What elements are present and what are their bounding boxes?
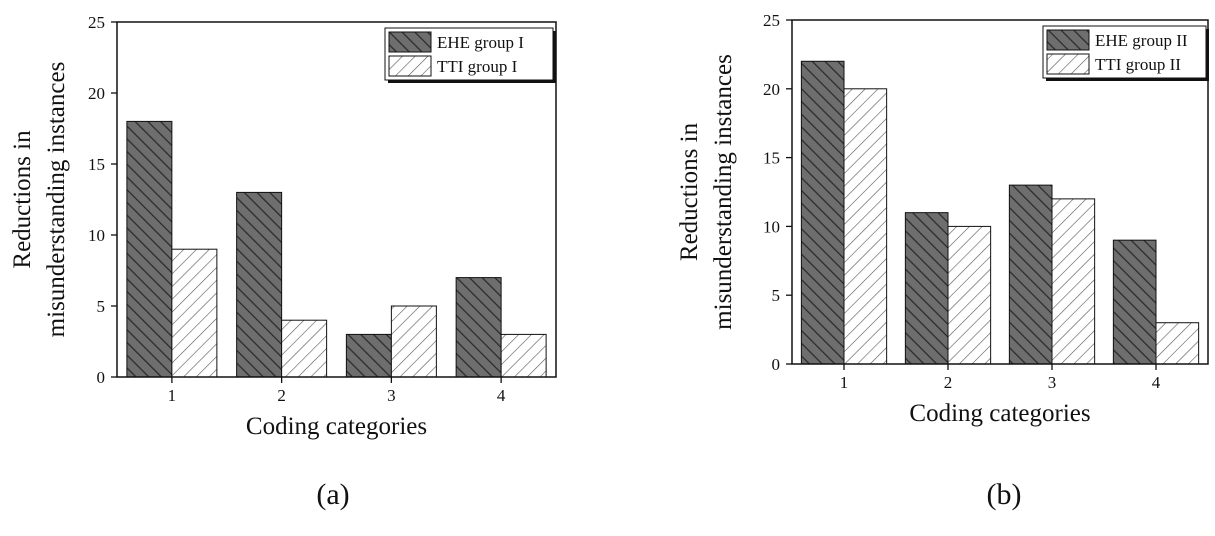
y-tick-label: 10 — [88, 226, 105, 245]
x-tick-label: 3 — [387, 386, 396, 405]
y-tick-label: 20 — [88, 84, 105, 103]
x-tick-label: 3 — [1048, 373, 1057, 392]
legend-label-tti: TTI group II — [1095, 55, 1181, 74]
x-tick-label: 1 — [840, 373, 849, 392]
bar-tti-2 — [947, 225, 992, 365]
x-tick-label: 2 — [944, 373, 953, 392]
bar-tti-1 — [843, 88, 888, 365]
bar-ehe-1 — [126, 120, 173, 378]
y-tick-label: 0 — [97, 368, 106, 387]
bar-ehe-3 — [345, 333, 392, 378]
bar-ehe-4 — [455, 277, 502, 378]
y-tick-label: 5 — [97, 297, 106, 316]
x-tick-label: 1 — [168, 386, 177, 405]
bar-tti-1 — [171, 248, 218, 378]
legend-label-ehe: EHE group I — [437, 33, 524, 52]
bar-tti-3 — [390, 305, 437, 378]
panel-b-caption: (b) — [986, 478, 1022, 511]
bar-tti-4 — [500, 333, 547, 378]
legend-label-tti: TTI group I — [437, 57, 518, 76]
chart-panel-b: 0 5 10 15 20 25 1 2 3 4 Coding categories Reduction… — [610, 0, 1210, 536]
chart-a-svg: 0 5 10 15 20 25 1 2 3 4 Coding categories Reduction… — [9, 13, 557, 440]
legend-label-ehe: EHE group II — [1095, 31, 1188, 50]
y-axis-title-line1: Reductions in — [9, 130, 36, 269]
legend-swatch-tti — [388, 55, 432, 77]
bar-ehe-2 — [236, 191, 283, 378]
bar-ehe-2 — [904, 212, 949, 365]
y-axis-title-line2: misunderstanding instances — [710, 54, 737, 330]
x-tick-label: 2 — [277, 386, 286, 405]
y-axis-title-line1: Reductions in — [676, 122, 703, 261]
y-tick-label: 25 — [88, 13, 105, 32]
y-axis-title-line2: misunderstanding instances — [43, 62, 70, 338]
bar-tti-2 — [281, 319, 328, 378]
x-tick-label: 4 — [497, 386, 506, 405]
legend: EHE group I TTI group I — [384, 27, 556, 83]
bar-ehe-3 — [1008, 184, 1053, 365]
plot-frame — [116, 21, 557, 378]
legend-swatch-ehe — [388, 31, 432, 53]
y-tick-label: 10 — [763, 217, 780, 236]
bar-ehe-4 — [1112, 239, 1157, 365]
bar-tti-4 — [1155, 322, 1200, 365]
y-tick-label: 0 — [772, 355, 781, 374]
plot-frame — [791, 19, 1209, 365]
bar-ehe-1 — [800, 60, 845, 365]
y-tick-label: 5 — [772, 286, 781, 305]
legend-swatch-tti — [1046, 53, 1090, 75]
x-axis-title: Coding categories — [909, 400, 1090, 427]
y-tick-label: 20 — [763, 80, 780, 99]
chart-b-svg: 0 5 10 15 20 25 1 2 3 4 Coding categories Reduction… — [676, 11, 1209, 427]
panel-a-caption: (a) — [316, 478, 350, 511]
legend-swatch-ehe — [1046, 29, 1090, 51]
x-axis-title: Coding categories — [246, 413, 427, 440]
x-tick-label: 4 — [1152, 373, 1161, 392]
legend: EHE group II TTI group II — [1042, 25, 1209, 81]
bar-tti-3 — [1051, 198, 1096, 365]
y-tick-label: 25 — [763, 11, 780, 30]
chart-panel-a: 0 5 10 15 20 25 1 2 3 4 Coding categories Reduction… — [0, 0, 600, 536]
y-tick-label: 15 — [88, 155, 105, 174]
y-tick-label: 15 — [763, 149, 780, 168]
